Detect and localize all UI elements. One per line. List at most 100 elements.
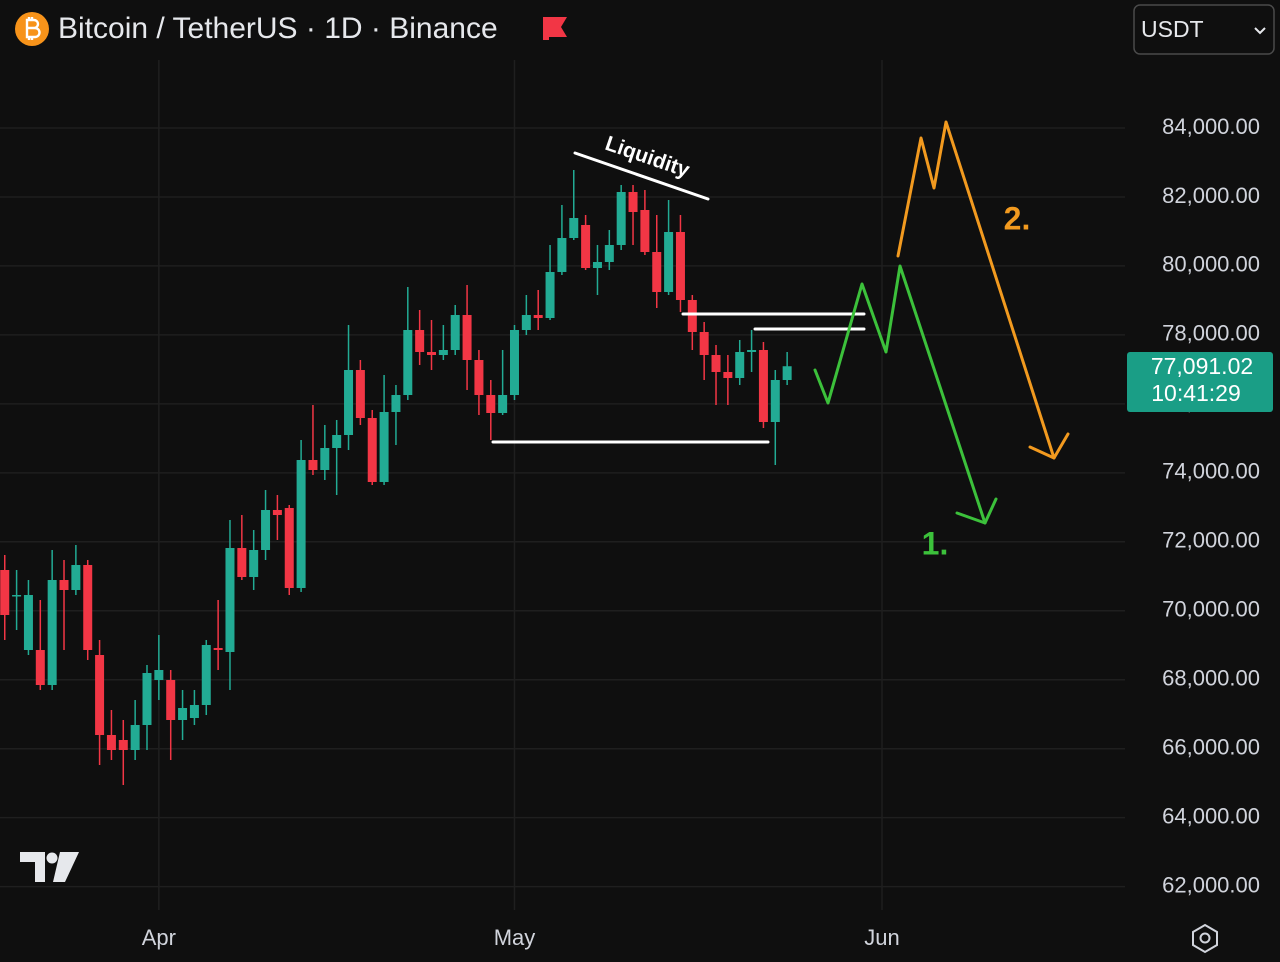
candle-body (462, 315, 472, 360)
candle-body (118, 740, 128, 750)
tradingview-logo[interactable] (20, 852, 79, 882)
candle-body (0, 570, 10, 615)
x-tick-label: May (494, 925, 536, 950)
countdown: 10:41:29 (1151, 380, 1241, 406)
candle-body (474, 360, 484, 395)
y-tick-label: 80,000.00 (1162, 252, 1260, 277)
candle-body (272, 510, 282, 515)
y-tick-label: 74,000.00 (1162, 459, 1260, 484)
currency-dropdown[interactable] (1133, 4, 1275, 55)
candle-body (59, 580, 69, 590)
candle-body (758, 350, 768, 422)
candle-body (379, 412, 389, 482)
candle-body (71, 565, 81, 590)
candle-body (403, 330, 413, 395)
candle-body (415, 330, 425, 352)
candle-body (569, 218, 579, 238)
header-bg (0, 0, 1125, 58)
candle-body (581, 225, 591, 268)
candle-body (509, 330, 519, 395)
candle-body (47, 580, 57, 685)
candle-body (450, 315, 460, 350)
candle-body (675, 232, 685, 300)
y-tick-label: 84,000.00 (1162, 114, 1260, 139)
candle-body (747, 350, 757, 352)
scenario-1-label: 1. (922, 525, 949, 561)
candle-body (427, 352, 437, 355)
candle-body (604, 245, 614, 262)
candle-body (332, 435, 342, 448)
liquidity-trendline (573, 151, 710, 201)
candle-body (592, 262, 602, 268)
candle-body (189, 705, 199, 718)
scenario-2-path (896, 120, 1056, 460)
candle-body (687, 300, 697, 332)
candle-body (367, 418, 377, 482)
candle-body (261, 510, 271, 550)
candle-body (178, 708, 188, 720)
candle-body (557, 238, 567, 272)
candle-body (83, 565, 93, 650)
candle-body (498, 395, 508, 413)
y-tick-label: 70,000.00 (1162, 597, 1260, 622)
candle-body (12, 595, 22, 597)
candle-body (237, 548, 247, 577)
candle-body (664, 232, 674, 292)
currency-label[interactable]: USDT (1141, 16, 1204, 42)
scenario-2-label: 2. (1004, 200, 1031, 236)
candle-body (344, 370, 354, 435)
y-tick-label: 66,000.00 (1162, 735, 1260, 760)
scenario-1-path (813, 264, 987, 525)
candle-body (166, 680, 176, 720)
candle-body (35, 650, 45, 685)
candle-body (296, 460, 306, 588)
last-price-tag (1127, 352, 1273, 412)
x-tick-label: Apr (142, 925, 176, 950)
last-price: 77,091.02 (1151, 353, 1253, 379)
scenario-2-arrowhead (1028, 432, 1070, 460)
candle-body (391, 395, 401, 412)
candle-body (95, 655, 105, 735)
flag-icon[interactable] (543, 17, 567, 40)
candle-body (628, 192, 638, 212)
candle-body (486, 395, 496, 413)
candle-body (699, 332, 709, 355)
symbol-title[interactable]: Bitcoin / TetherUS · 1D · Binance (58, 12, 498, 45)
candle-body (154, 670, 164, 680)
candle-body (130, 725, 140, 750)
candle-body (652, 252, 662, 292)
candle-body (249, 550, 259, 577)
candle-body (533, 315, 543, 318)
y-tick-label: 64,000.00 (1162, 803, 1260, 828)
scenario-1-arrowhead (955, 497, 998, 525)
candle-body (640, 210, 650, 252)
dropdown-chevron[interactable] (1254, 27, 1266, 35)
candle-body (308, 460, 318, 470)
candle-body (284, 508, 294, 588)
candle-body (521, 315, 531, 330)
y-tick-label: 72,000.00 (1162, 528, 1260, 553)
candle-body (735, 352, 745, 378)
y-tick-label: 68,000.00 (1162, 666, 1260, 691)
y-tick-label: 78,000.00 (1162, 321, 1260, 346)
candle-body (106, 735, 116, 750)
x-tick-label: Jun (864, 925, 899, 950)
candle-body (770, 380, 780, 422)
candle-body (225, 548, 235, 652)
candle-body (142, 673, 152, 725)
y-tick-label: 82,000.00 (1162, 183, 1260, 208)
candle-body (213, 648, 223, 650)
candle-body (616, 192, 626, 245)
bitcoin-glyph (25, 17, 41, 40)
settings-button[interactable] (1192, 923, 1218, 954)
y-tick-label: 62,000.00 (1162, 872, 1260, 897)
candles (0, 170, 792, 785)
drawings (491, 120, 1070, 525)
candle-body (355, 370, 365, 418)
candle-body (23, 595, 33, 650)
candle-body (782, 366, 792, 380)
candle-body (711, 355, 721, 372)
